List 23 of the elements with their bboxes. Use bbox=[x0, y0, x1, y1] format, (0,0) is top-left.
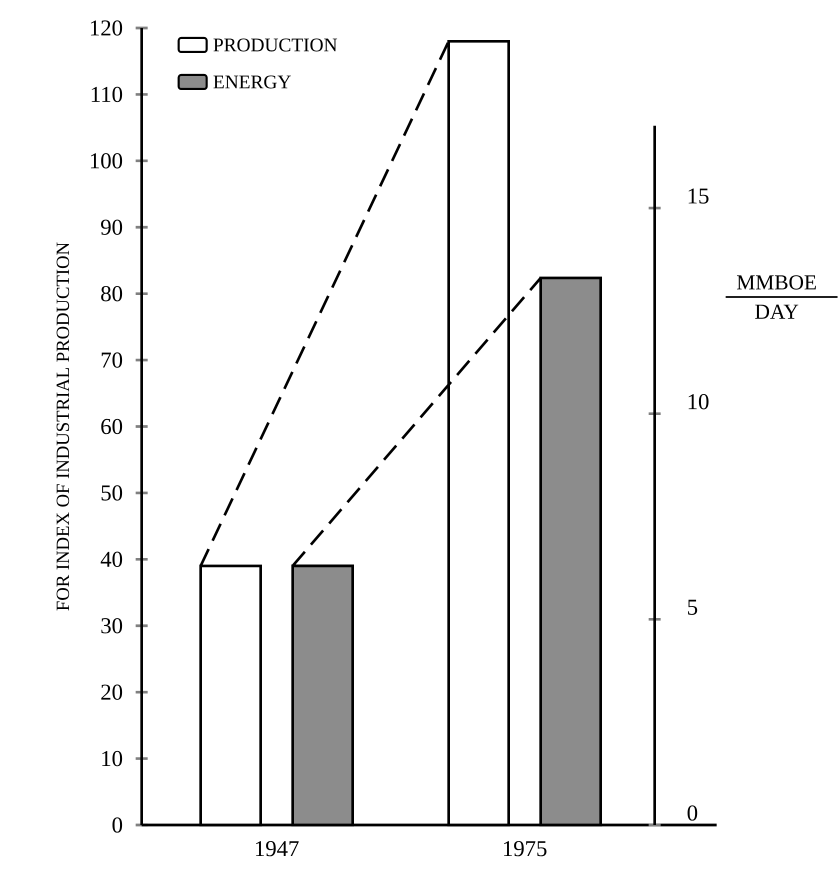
y-tick-label: 60 bbox=[101, 418, 122, 434]
legend-label: PRODUCTION bbox=[214, 38, 338, 52]
y-tick-label: 40 bbox=[100, 552, 122, 567]
x-tick-label: 1947 bbox=[256, 841, 299, 856]
y-tick-label: 50 bbox=[102, 485, 122, 501]
y2-tick-label: 5 bbox=[688, 600, 698, 615]
y-tick-label: 30 bbox=[102, 618, 122, 634]
x-tick-label: 1975 bbox=[504, 841, 547, 856]
y2-tick-label: 15 bbox=[688, 188, 709, 204]
y2-tick-label: 0 bbox=[688, 805, 698, 821]
y-tick-label: 20 bbox=[101, 684, 122, 700]
y-tick-label: 120 bbox=[91, 20, 122, 36]
y-tick-label: 100 bbox=[91, 153, 122, 168]
y-tick-label: 0 bbox=[112, 817, 122, 833]
y-tick-label: 110 bbox=[92, 86, 122, 102]
y2-tick-label: 10 bbox=[688, 394, 709, 410]
legend-label: ENERGY bbox=[214, 76, 292, 88]
y-tick-label: 90 bbox=[101, 220, 122, 235]
y-axis-title: FOR INDEX OF INDUSTRIAL PRODUCTION bbox=[56, 242, 70, 611]
y-tick-label: 70 bbox=[102, 352, 122, 368]
y-tick-label: 10 bbox=[102, 750, 122, 766]
y-tick-label: 80 bbox=[101, 286, 122, 302]
y2-axis-title: MMBOE DAY bbox=[737, 275, 816, 319]
